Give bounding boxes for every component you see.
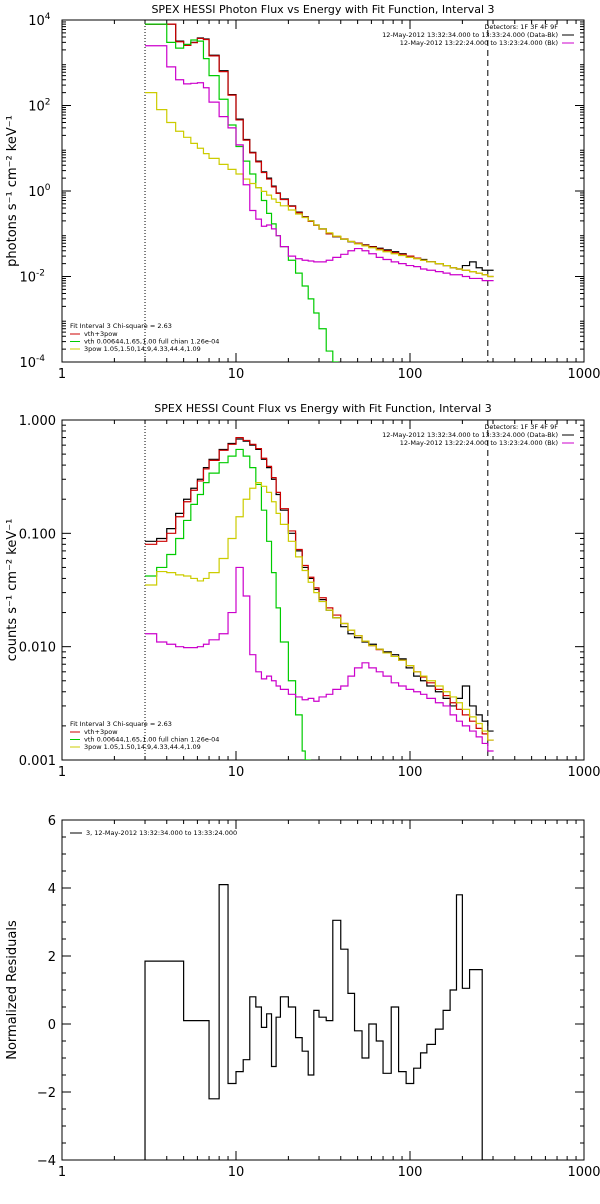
fit-label: Fit Interval 3 Chi-square = 2.63 <box>70 322 172 330</box>
y-axis-label: counts s⁻¹ cm⁻² keV⁻¹ <box>5 519 20 662</box>
series-line-4 <box>145 92 494 278</box>
y-tick-label: 100 <box>28 183 51 200</box>
legend-label: 3, 12-May-2012 13:32:34.000 to 13:33:24.… <box>86 829 237 837</box>
y-tick-label: 10-2 <box>19 269 45 286</box>
y-tick-label: 0.010 <box>19 641 56 656</box>
x-tick-label: 1 <box>58 1165 66 1180</box>
series-group <box>145 436 494 760</box>
legend-label: vth+3pow <box>84 330 118 338</box>
series-line-3 <box>145 448 312 760</box>
legend-label: 3pow 1.05,1.50,14.9,4.33,44.4,1.09 <box>84 345 201 353</box>
y-tick-label: 6 <box>48 814 56 829</box>
x-tick-label: 1000 <box>567 1165 600 1180</box>
fit-label: Fit Interval 3 Chi-square = 2.63 <box>70 720 172 728</box>
legend-label: vth 0.00644,1.65,1.00 full chian 1.26e-0… <box>84 736 219 744</box>
x-tick-label: 100 <box>398 367 423 382</box>
plot-frame <box>61 19 585 363</box>
y-tick-label: −2 <box>37 1086 56 1101</box>
legend-label: vth+3pow <box>84 728 118 736</box>
x-tick-label: 10 <box>228 367 245 382</box>
x-tick-label: 10 <box>228 765 245 780</box>
x-tick-label: 10 <box>228 1165 245 1180</box>
x-tick-label: 100 <box>398 1165 423 1180</box>
x-tick-label: 100 <box>398 765 423 780</box>
header-line: 12-May-2012 13:22:24.000 to 13:23:24.000… <box>400 39 558 47</box>
y-tick-label: 0.001 <box>19 754 56 769</box>
y-tick-label: 4 <box>48 882 56 897</box>
y-tick-label: 10-4 <box>19 354 45 371</box>
series-line-4 <box>145 482 494 741</box>
legend-label: vth 0.00644,1.65,1.00 full chian 1.26e-0… <box>84 338 219 346</box>
y-tick-label: 2 <box>48 950 56 965</box>
y-axis-label: Normalized Residuals <box>5 920 20 1060</box>
header-line: 12-May-2012 13:22:24.000 to 13:23:24.000… <box>400 439 558 447</box>
y-tick-label: 102 <box>28 98 50 115</box>
series-line-2 <box>145 23 494 278</box>
series-line-3 <box>145 23 339 362</box>
series-group <box>145 23 494 362</box>
header-line: 12-May-2012 13:32:34.000 to 13:33:24.000… <box>382 431 558 439</box>
header-line: Detectors: 1F 3F 4F 9F <box>484 23 558 31</box>
chart-title: SPEX HESSI Count Flux vs Energy with Fit… <box>154 402 491 415</box>
series-line-2 <box>145 436 494 741</box>
y-tick-label: 1.000 <box>19 414 56 429</box>
series-line-1 <box>144 884 494 1160</box>
chart-panel-2: SPEX HESSI Count Flux vs Energy with Fit… <box>5 402 600 780</box>
y-axis-label: photons s⁻¹ cm⁻² keV⁻¹ <box>5 115 20 267</box>
legend-label: 3pow 1.05,1.50,14.9,4.33,44.4,1.09 <box>84 743 201 751</box>
x-tick-label: 1000 <box>567 765 600 780</box>
y-tick-label: −4 <box>37 1154 56 1169</box>
series-line-5 <box>145 566 494 752</box>
y-tick-label: 0.100 <box>19 527 56 542</box>
plot-frame <box>61 819 585 1161</box>
x-tick-label: 1 <box>58 765 66 780</box>
x-tick-label: 1 <box>58 367 66 382</box>
x-tick-label: 1000 <box>567 367 600 382</box>
y-tick-label: 104 <box>28 12 51 29</box>
chart-panel-1: SPEX HESSI Photon Flux vs Energy with Fi… <box>5 3 600 382</box>
series-group <box>144 884 494 1160</box>
header-line: 12-May-2012 13:32:34.000 to 13:33:24.000… <box>382 31 558 39</box>
series-line-5 <box>145 45 494 282</box>
chart-panel-3: 1 10 100 1000 −4 −2 0 2 4 6 Normalized Residuals 3,… <box>5 814 600 1180</box>
y-tick-label: 0 <box>48 1018 56 1033</box>
header-line: Detectors: 1F 3F 4F 9F <box>484 423 558 431</box>
chart-title: SPEX HESSI Photon Flux vs Energy with Fi… <box>151 3 494 16</box>
plot-frame <box>61 419 585 761</box>
